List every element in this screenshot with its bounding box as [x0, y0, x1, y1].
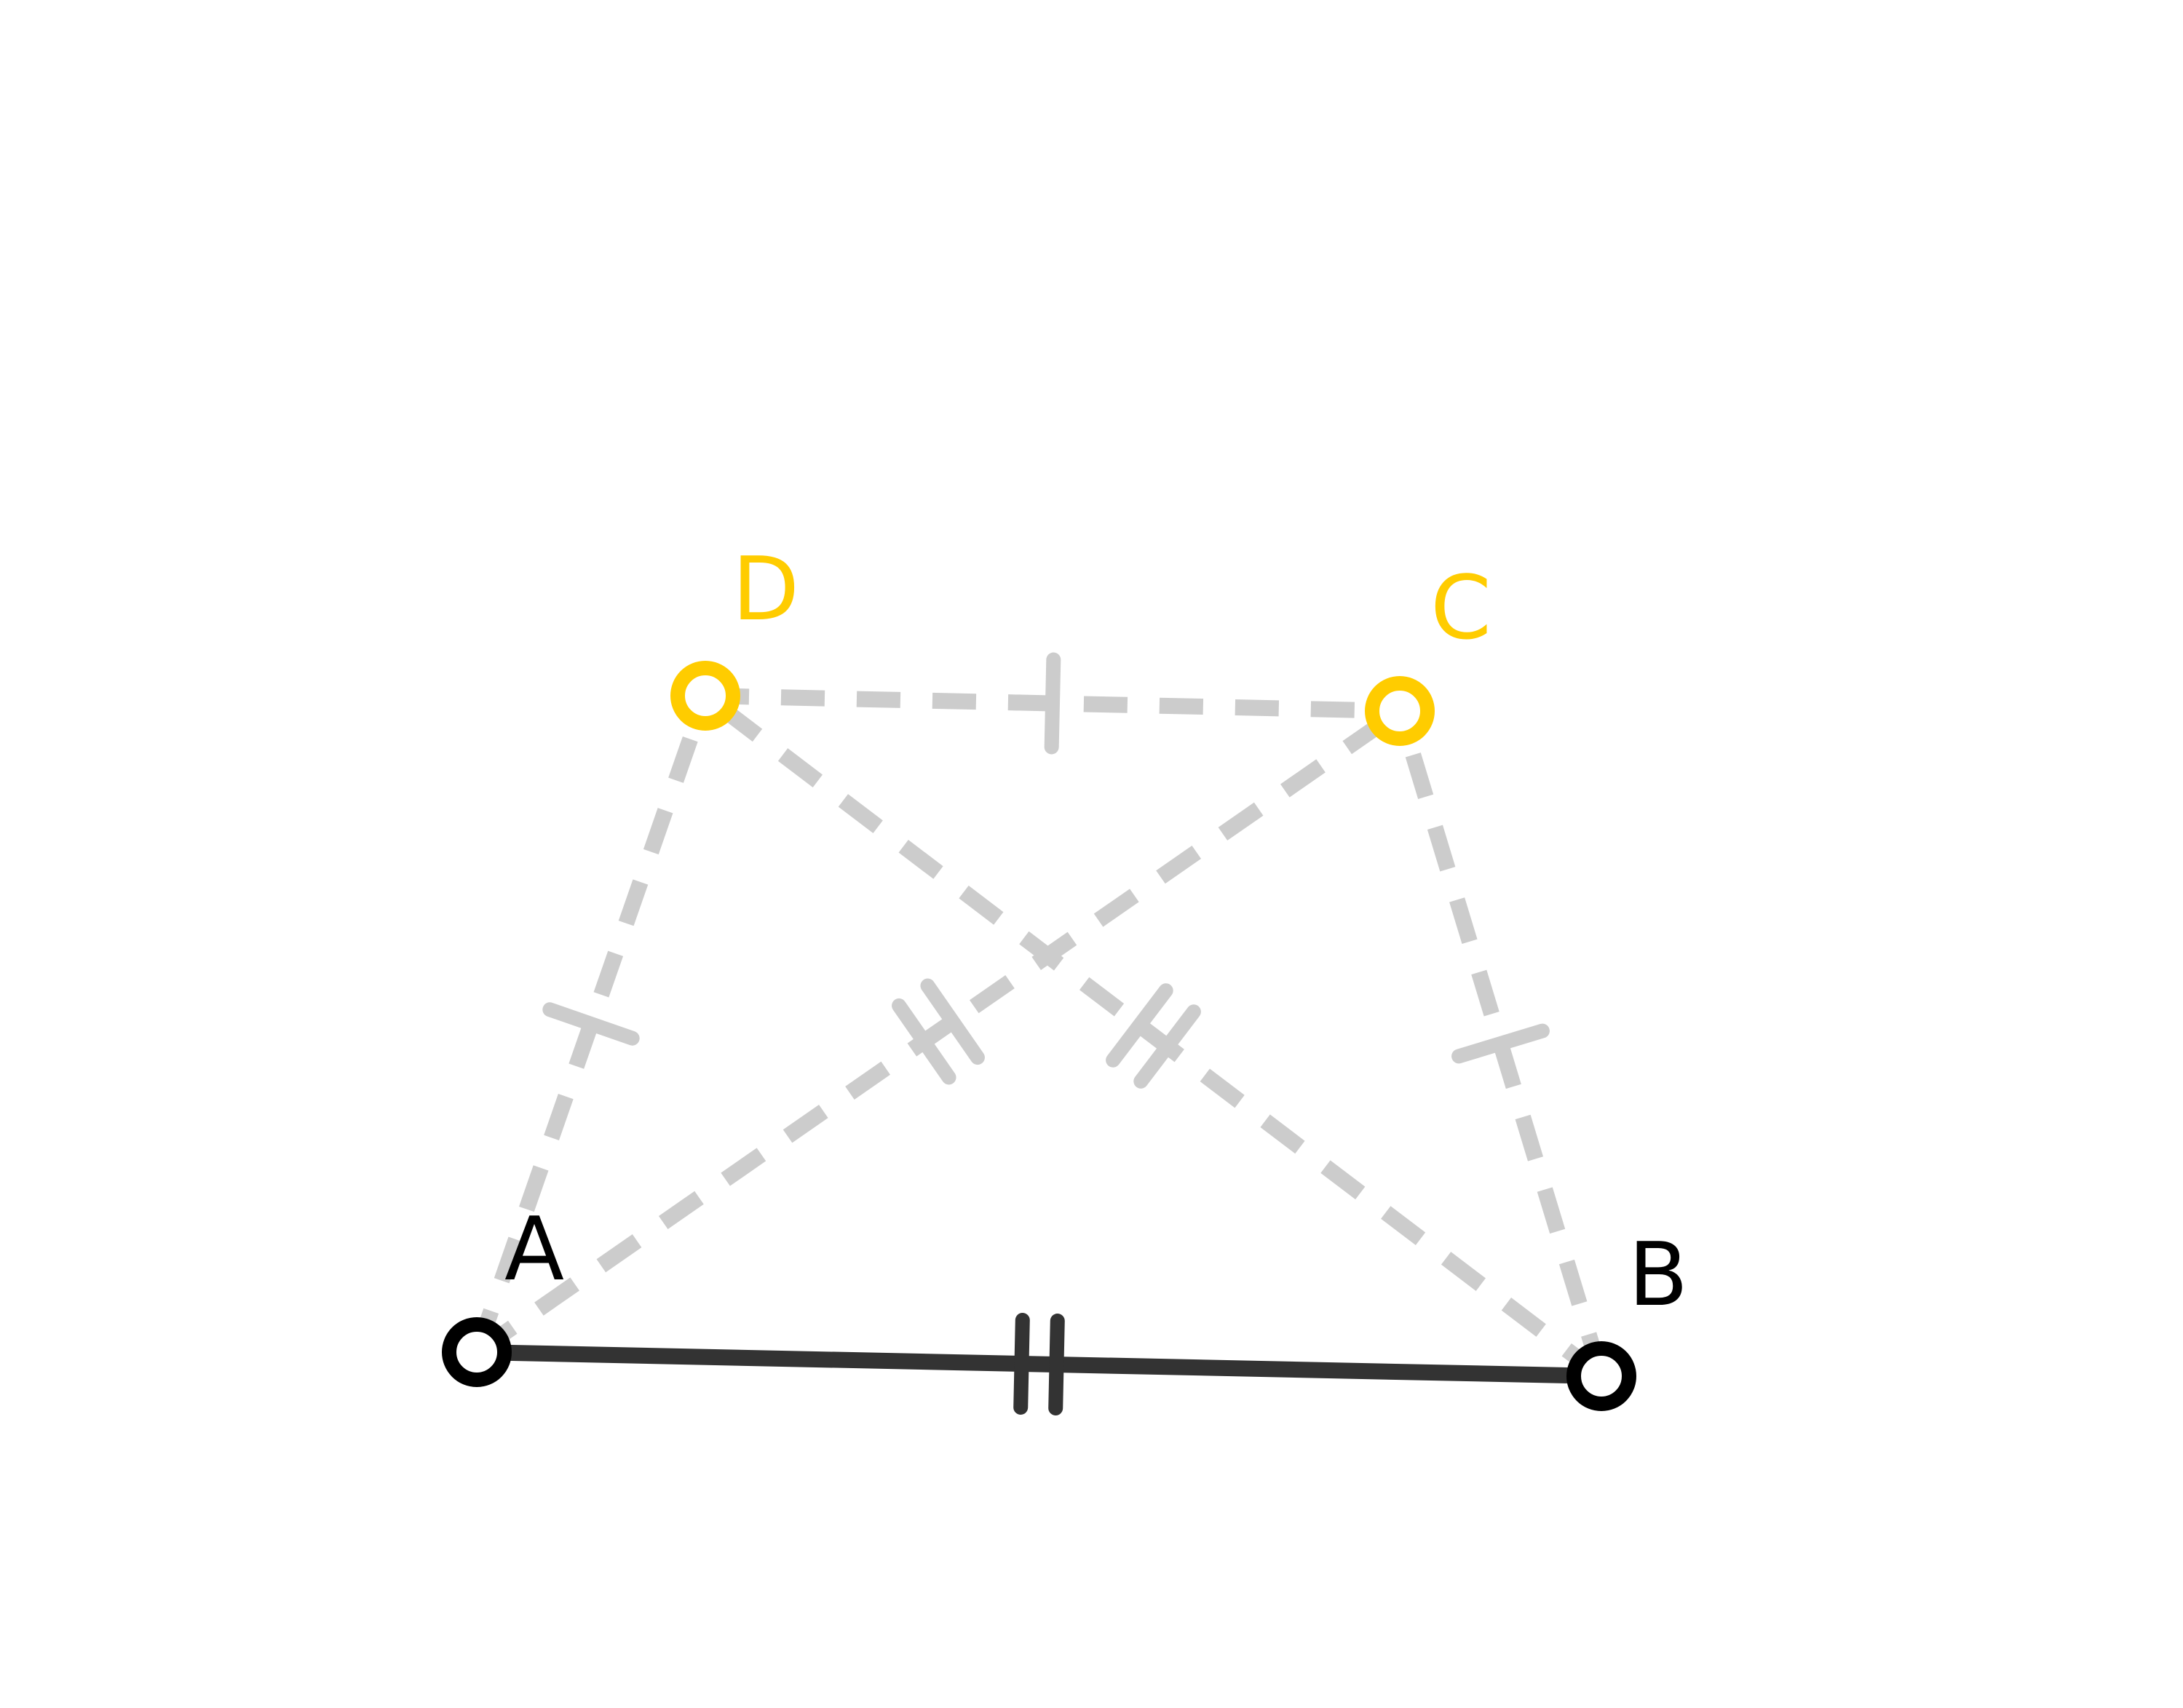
tick-mark-ab-2 [1048, 1314, 1065, 1415]
points-layer [442, 661, 1636, 1411]
tick-marks-layer [542, 652, 1550, 1415]
point-c[interactable] [1365, 676, 1435, 746]
tick-mark-dc-1 [1044, 652, 1061, 755]
tick-mark-bd-1 [1133, 1004, 1201, 1089]
point-b[interactable] [1566, 1341, 1636, 1411]
tick-mark-bc-1 [1451, 1023, 1550, 1064]
segments-layer [469, 688, 1609, 1384]
point-d[interactable] [670, 661, 740, 731]
tick-mark-bd-2 [1106, 983, 1173, 1068]
segment-dc[interactable] [705, 688, 1400, 719]
point-label-c: C [1430, 558, 1491, 659]
point-label-b: B [1628, 1225, 1688, 1326]
tick-mark-ad-1 [542, 1002, 640, 1046]
segment-ad[interactable] [469, 693, 713, 1355]
segment-ab[interactable] [476, 1344, 1602, 1384]
point-label-a: A [504, 1199, 564, 1300]
tick-mark-ac-1 [892, 998, 956, 1085]
segment-ac[interactable] [472, 704, 1405, 1359]
labels-layer: A B C D [504, 539, 1688, 1326]
tick-mark-ab-1 [1013, 1313, 1030, 1415]
tick-mark-ac-2 [920, 978, 985, 1065]
point-a[interactable] [442, 1317, 512, 1387]
segment-bd[interactable] [700, 689, 1606, 1383]
point-label-d: D [732, 539, 799, 640]
segment-bc[interactable] [1392, 708, 1609, 1379]
